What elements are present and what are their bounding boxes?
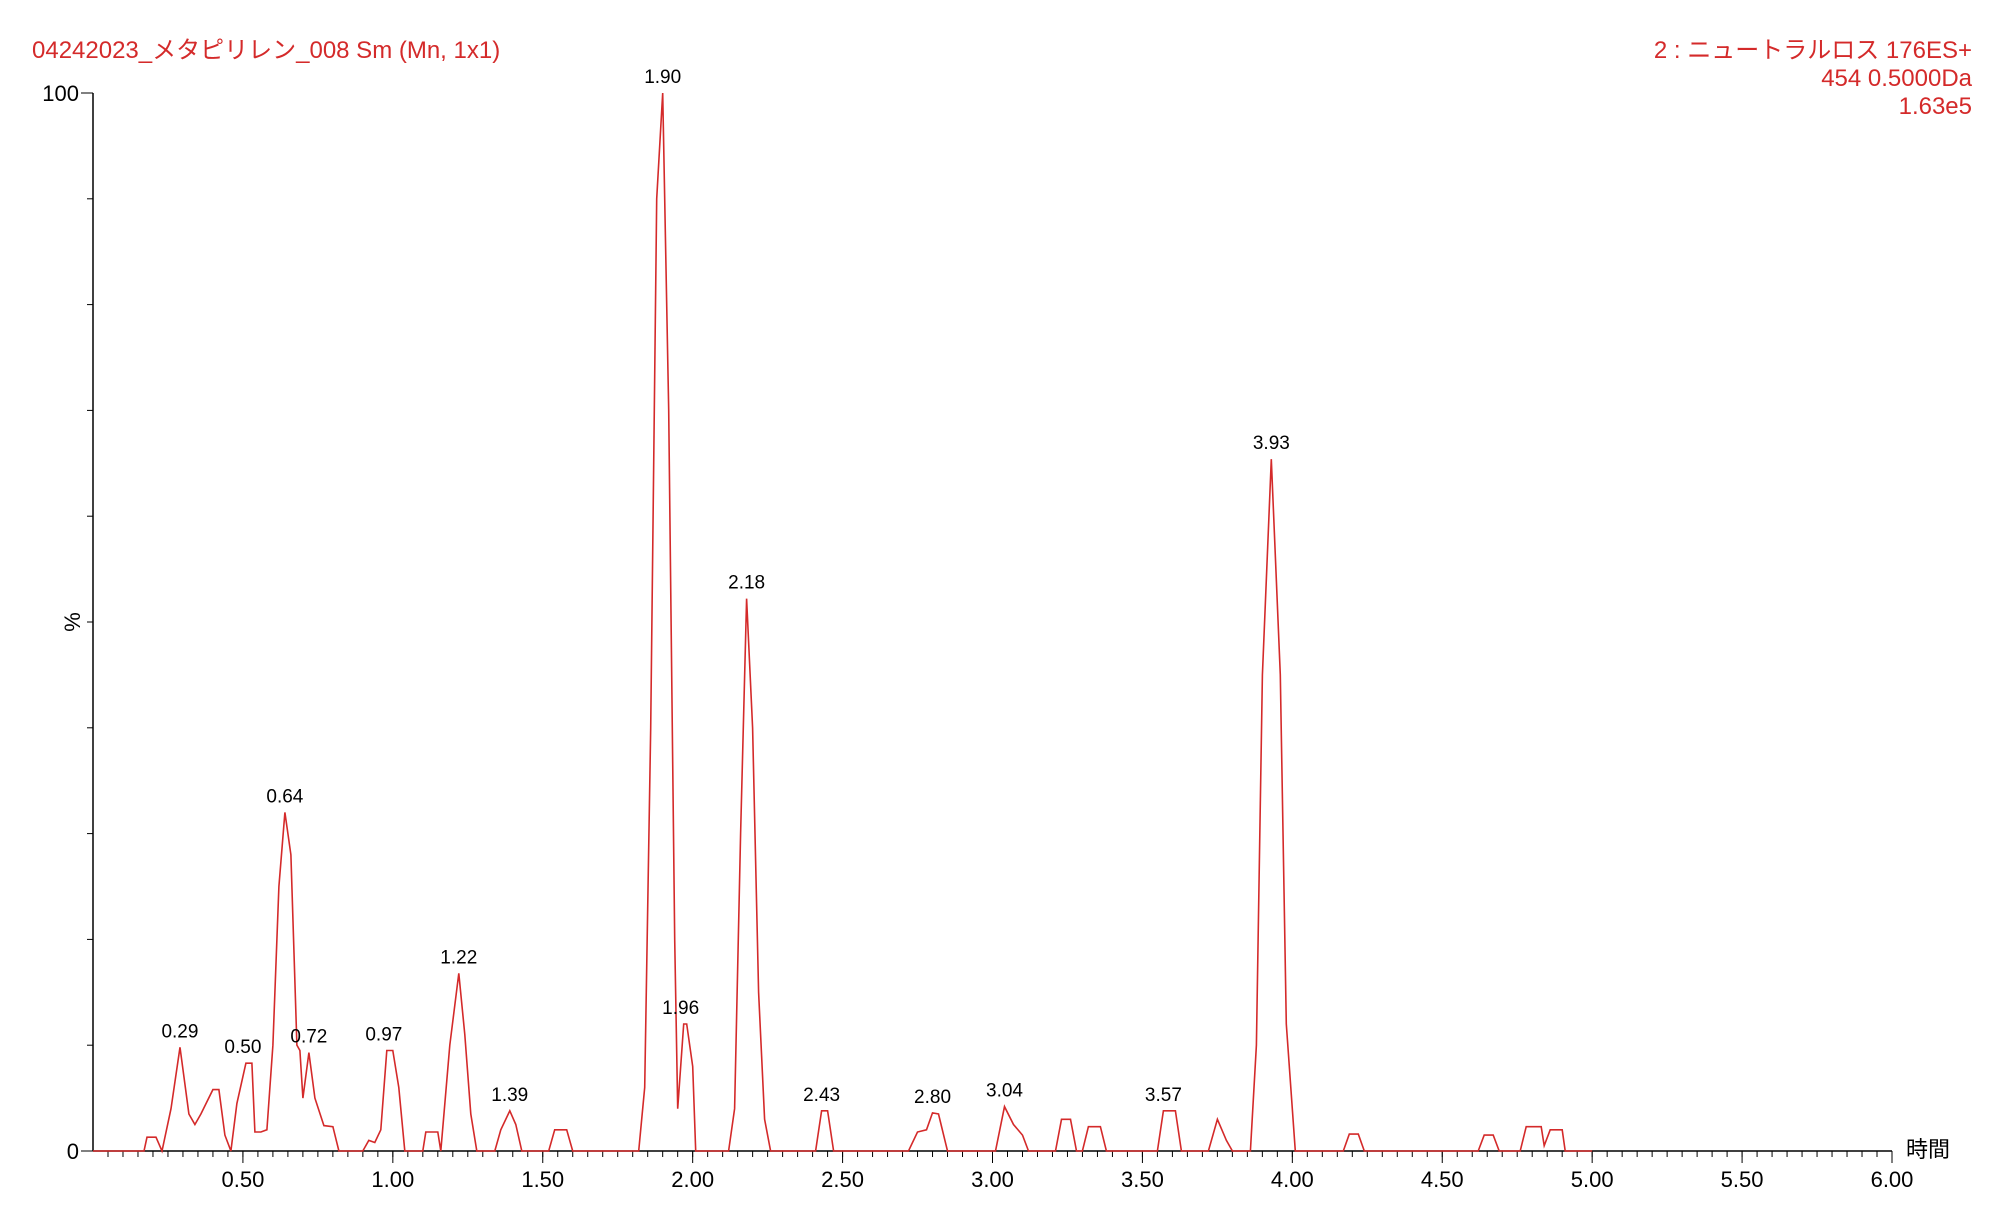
peak-label: 0.29 [161, 1021, 198, 1042]
peak-label: 1.90 [644, 67, 681, 88]
x-tick-label: 2.50 [821, 1167, 864, 1192]
x-tick-label: 6.00 [1871, 1167, 1914, 1192]
x-tick-label: 1.50 [521, 1167, 564, 1192]
x-axis-label: 時間 [1906, 1137, 1950, 1162]
peak-label: 1.22 [440, 947, 477, 968]
x-tick-label: 4.00 [1271, 1167, 1314, 1192]
header-line: 1.63e5 [1899, 93, 1972, 120]
x-tick-label: 4.50 [1421, 1167, 1464, 1192]
peak-label: 0.72 [290, 1027, 327, 1048]
y-tick-label: 100 [42, 81, 79, 106]
peak-label: 3.04 [986, 1081, 1023, 1102]
x-tick-label: 3.50 [1121, 1167, 1164, 1192]
peak-label: 3.57 [1145, 1085, 1182, 1106]
chart-title: 04242023_メタピリレン_008 Sm (Mn, 1x1) [32, 37, 500, 64]
peak-label: 0.64 [266, 786, 303, 807]
y-tick-label: 0 [67, 1139, 79, 1164]
header-line: 454 0.5000Da [1821, 65, 1972, 92]
header-line: 2 : ニュートラルロス 176ES+ [1654, 37, 1972, 64]
peak-label: 0.97 [365, 1024, 402, 1045]
peak-label: 2.80 [914, 1087, 951, 1108]
peak-label: 2.18 [728, 573, 765, 594]
peak-label: 2.43 [803, 1085, 840, 1106]
trace [93, 92, 1593, 1154]
x-tick-label: 5.00 [1571, 1167, 1614, 1192]
x-tick-label: 2.00 [671, 1167, 714, 1192]
y-axis-label: % [60, 612, 85, 632]
x-tick-label: 3.00 [971, 1167, 1014, 1192]
x-tick-label: 0.50 [222, 1167, 265, 1192]
peak-label: 0.50 [224, 1037, 261, 1058]
peak-label: 3.93 [1253, 433, 1290, 454]
x-tick-label: 1.00 [371, 1167, 414, 1192]
peak-label: 1.39 [491, 1085, 528, 1106]
x-tick-label: 5.50 [1721, 1167, 1764, 1192]
peak-label: 1.96 [662, 998, 699, 1019]
